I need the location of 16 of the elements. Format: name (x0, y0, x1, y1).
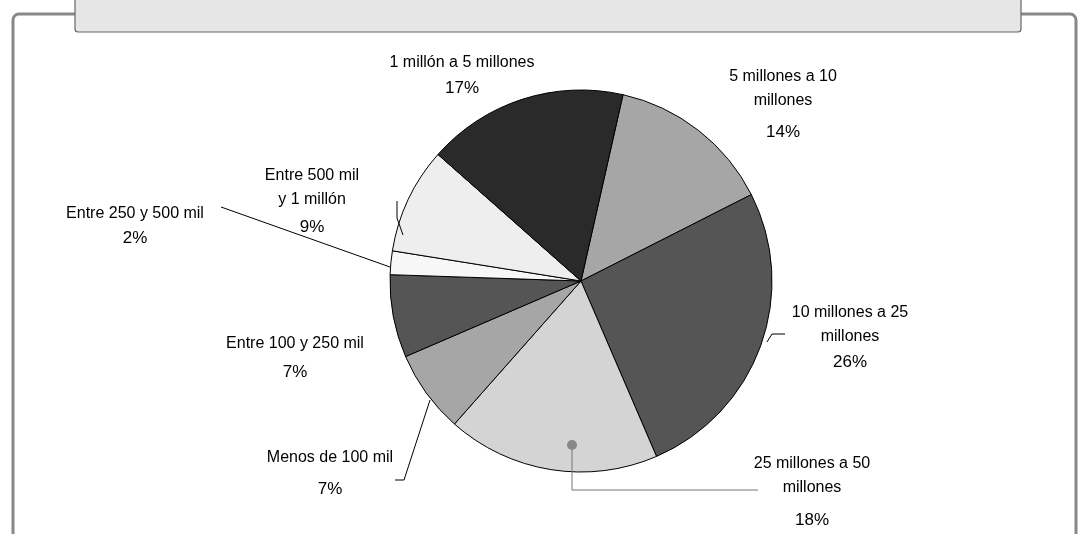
slice-label: 10 millones a 25 millones (791, 303, 909, 344)
slice-label: Menos de 100 mil (266, 448, 394, 465)
data-label: 7% (282, 362, 308, 381)
data-label: 9% (299, 217, 325, 236)
data-label: 14% (765, 122, 801, 141)
slice-label: Entre 100 y 250 mil (226, 334, 364, 351)
data-label: 18% (794, 510, 830, 529)
slice-label: 5 millones a 10 millones (729, 67, 837, 108)
data-label: 26% (832, 352, 868, 371)
slice-label: 25 millones a 50 millones (753, 454, 871, 495)
data-label: 2% (122, 228, 148, 247)
slice-label: 1 millón a 5 millones (389, 53, 535, 70)
data-label: 7% (317, 479, 343, 498)
data-label: 17% (444, 78, 480, 97)
slice-label: Entre 250 y 500 mil (66, 204, 204, 221)
slice-label: Entre 500 mil y 1 millón (264, 166, 360, 207)
